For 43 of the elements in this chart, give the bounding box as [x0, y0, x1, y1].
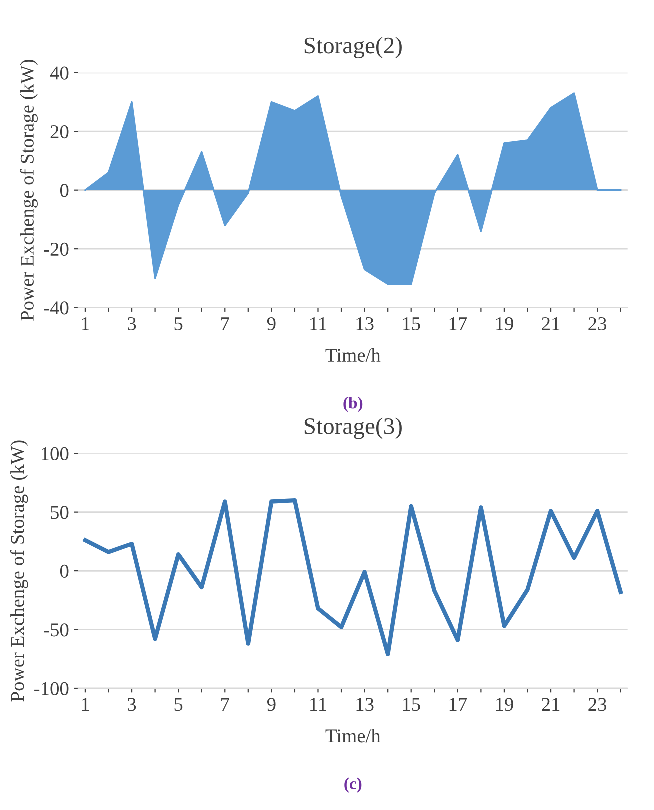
y-tick-label: -100 — [34, 682, 69, 696]
x-axis-title: Time/h — [326, 729, 381, 743]
text: (c) — [344, 778, 362, 793]
x-tick-label: 7 — [222, 698, 230, 712]
y-tick-label: 40 — [50, 66, 69, 80]
line-series — [83, 498, 623, 657]
x-tick-label: 7 — [222, 318, 230, 330]
chart-title: Storage(2) — [304, 37, 402, 59]
x-axis-title: Time/h — [326, 348, 381, 362]
x-tick-label: 11 — [310, 317, 326, 330]
x-tick-label: 13 — [356, 317, 374, 331]
x-tick-label: 3 — [128, 317, 136, 331]
x-tick-label: 23 — [588, 698, 607, 712]
x-tick-label: 5 — [174, 318, 183, 331]
x-tick-label: 5 — [174, 698, 183, 712]
y-axis-title: Power Exchenge of Storage (kW) — [10, 440, 28, 702]
x-tick-label: 19 — [496, 698, 514, 712]
y-tick-label: -20 — [44, 242, 69, 256]
y-tick-label: 20 — [50, 125, 69, 139]
x-tick-label: 9 — [267, 698, 276, 712]
y-tick-label: -50 — [44, 624, 69, 637]
y-tick-label: 50 — [51, 506, 69, 520]
x-tick-label: 15 — [403, 317, 420, 331]
y-tick-label: -40 — [44, 302, 69, 315]
y-tick-label: 0 — [60, 564, 69, 578]
x-tick-label: 13 — [356, 698, 374, 712]
x-tick-label: 15 — [403, 698, 420, 712]
x-tick-label: 17 — [450, 317, 468, 330]
x-tick-label: 19 — [496, 317, 514, 331]
y-tick-label: 100 — [42, 447, 69, 461]
x-tick-label: 11 — [310, 698, 326, 712]
x-tick-label: 23 — [588, 317, 607, 331]
y-tick-label: 0 — [60, 184, 69, 198]
x-tick-label: 21 — [542, 317, 560, 330]
x-tick-label: 3 — [128, 698, 136, 712]
text: (b) — [344, 397, 363, 412]
y-axis-title: Power Exchenge of Storage (kW) — [20, 60, 38, 321]
chart-title: Storage(3) — [304, 418, 402, 440]
x-tick-label: 21 — [542, 698, 560, 712]
x-tick-label: 9 — [267, 317, 276, 331]
x-tick-label: 1 — [82, 317, 90, 330]
x-tick-label: 1 — [82, 698, 90, 712]
x-tick-label: 17 — [450, 698, 468, 712]
